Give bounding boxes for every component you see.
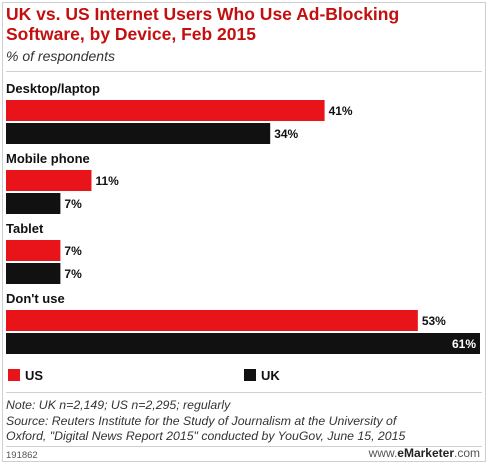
bar-uk	[6, 193, 61, 214]
bar-us	[6, 100, 325, 121]
data-label-uk: 7%	[64, 197, 82, 211]
category-label: Desktop/laptop	[6, 81, 100, 96]
legend-swatch-us	[8, 369, 20, 381]
note-line: Note: UK n=2,149; US n=2,295; regularly	[6, 398, 231, 412]
chart-frame	[2, 2, 486, 462]
bar-us	[6, 240, 61, 261]
header-divider	[6, 71, 482, 72]
bar-uk	[6, 123, 271, 144]
bar-us	[6, 310, 418, 331]
bar-us	[6, 170, 92, 191]
bar-chart-svg: Desktop/laptop 41% 34% Mobile phone 11% 7% Tab…	[6, 81, 480, 354]
source-line: Source: Reuters Institute for the Study …	[6, 413, 397, 428]
bar-chart: Desktop/laptop 41% 34% Mobile phone 11% 7% Tab…	[0, 78, 490, 360]
data-label-uk: 34%	[274, 127, 298, 141]
source-line: Oxford, "Digital News Report 2015" condu…	[6, 429, 406, 443]
data-label-us: 7%	[64, 244, 82, 258]
legend-item-us: US	[8, 368, 43, 383]
legend-swatch-uk	[244, 369, 256, 381]
legend-label-uk: UK	[261, 368, 280, 383]
data-label-uk: 61%	[452, 337, 476, 351]
data-label-us: 41%	[329, 104, 353, 118]
footer-divider	[6, 446, 482, 447]
legend-label-us: US	[25, 368, 44, 383]
category-label: Tablet	[6, 221, 44, 236]
note-divider	[6, 392, 482, 393]
category-label: Don't use	[6, 291, 65, 306]
bar-uk	[6, 263, 61, 284]
data-label-uk: 7%	[64, 267, 82, 281]
data-label-us: 53%	[422, 314, 446, 328]
chart-id: 191862	[6, 450, 38, 461]
source-note: Note: UK n=2,149; US n=2,295; regularly …	[6, 398, 482, 445]
category-label: Mobile phone	[6, 151, 90, 166]
bar-uk	[6, 333, 480, 354]
legend-item-uk: UK	[244, 368, 280, 383]
chart-subtitle: % of respondents	[6, 48, 115, 64]
brand-logo: www.eMarketer.com	[368, 446, 480, 460]
chart-title: UK vs. US Internet Users Who Use Ad-Bloc…	[6, 4, 400, 44]
data-label-us: 11%	[95, 174, 119, 188]
